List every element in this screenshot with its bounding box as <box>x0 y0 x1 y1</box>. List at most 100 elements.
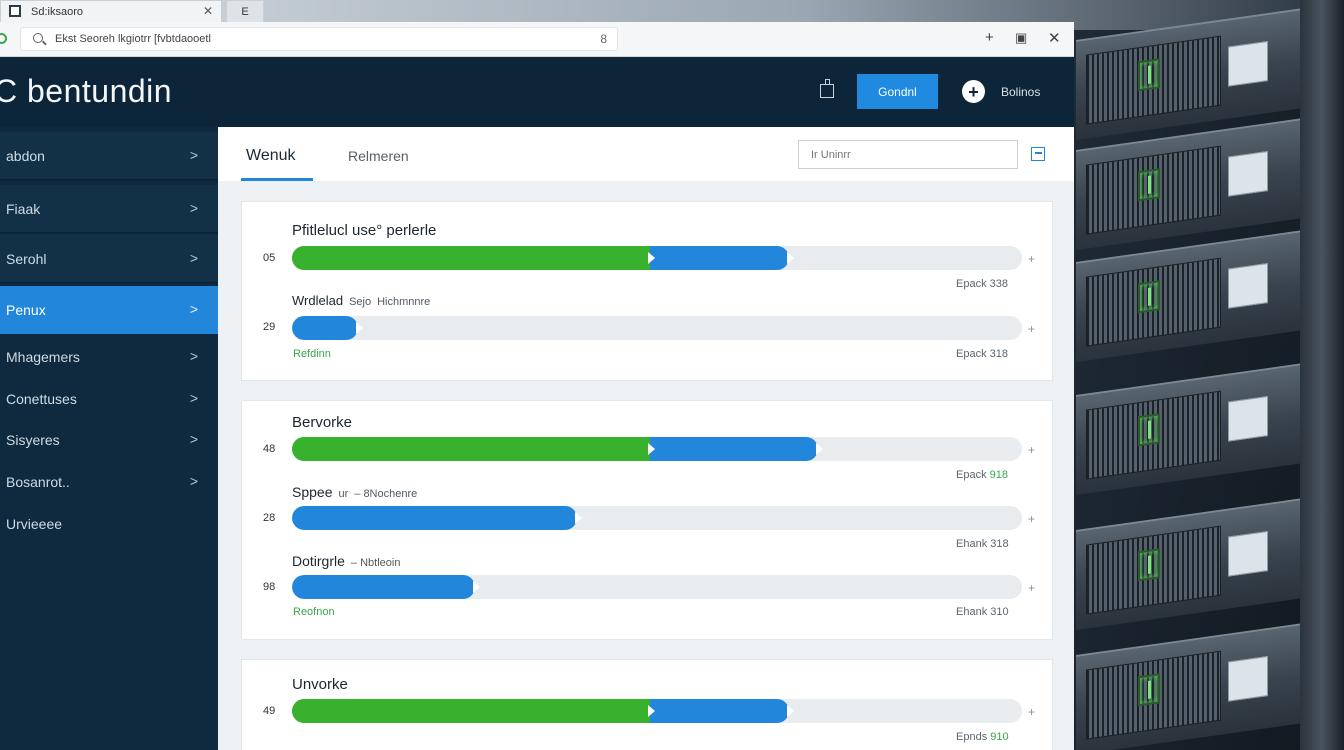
tab-wenuk[interactable]: Wenuk <box>246 147 296 164</box>
row-meta: Epnds 910 <box>956 731 1009 743</box>
browser-tab-title: Sd:iksaoro <box>31 5 83 18</box>
progress-segment-blue <box>650 699 789 723</box>
row-add-icon[interactable]: + <box>1028 512 1036 526</box>
row-number: 05 <box>263 252 276 264</box>
tabs-bar: Wenuk Relmeren <box>218 127 1074 181</box>
browser-tab-2[interactable]: E <box>226 0 264 22</box>
row-number: 48 <box>263 443 276 455</box>
row-add-icon[interactable]: + <box>1028 581 1036 595</box>
browser-tabstrip: Sd:iksaoro ✕ E <box>0 0 1074 22</box>
sidebar-item[interactable]: Bosanrot.. > <box>0 458 218 506</box>
row-subtitle: ur <box>338 488 349 500</box>
row-add-icon[interactable]: + <box>1028 705 1036 719</box>
row-meta-value: 918 <box>989 469 1008 481</box>
restore-window-button[interactable]: ▣ <box>1015 30 1028 45</box>
row-add-icon[interactable]: + <box>1028 443 1036 457</box>
row-number: 28 <box>263 512 276 524</box>
progress-segment-green <box>292 246 650 270</box>
bookmark-icon[interactable]: 8 <box>600 32 607 46</box>
briefcase-icon[interactable] <box>820 79 834 98</box>
sidebar-item[interactable]: abdon > <box>0 132 218 180</box>
row-number: 98 <box>263 581 276 593</box>
sidebar-item-label: Sisyeres <box>6 432 60 448</box>
chevron-right-icon: > <box>189 301 198 317</box>
sidebar-item[interactable]: Fiaak > <box>0 185 218 233</box>
row-meta-value: 318 <box>989 348 1008 360</box>
segment-end-marker <box>575 512 582 524</box>
close-window-button[interactable]: ✕ <box>1048 30 1061 47</box>
segment-divider <box>648 252 655 264</box>
progress-bar: ▾ <box>292 316 1022 340</box>
sidebar-item[interactable]: Conettuses > <box>0 375 218 423</box>
rack-post <box>1300 0 1344 750</box>
reload-icon[interactable] <box>0 33 7 44</box>
row-meta: Epack 918 <box>956 469 1008 481</box>
row-title: Pfitlelucl use° perlerle <box>292 222 437 239</box>
row-subtitle: Hichmnnre <box>377 296 431 308</box>
row-title: Sppee ur – 8Nochenre <box>292 484 418 500</box>
browser-tab[interactable]: Sd:iksaoro ✕ <box>0 0 222 22</box>
sidebar-item[interactable]: Sisyeres > <box>0 416 218 464</box>
chevron-right-icon: > <box>189 348 198 364</box>
primary-button[interactable]: Gondnl <box>857 74 938 109</box>
progress-bar: ▾ <box>292 506 1022 530</box>
row-meta-value: 318 <box>990 538 1009 550</box>
segment-end-marker <box>787 252 794 264</box>
row-meta-value: 310 <box>990 606 1009 618</box>
sidebar-item-label: Penux <box>6 302 46 318</box>
app-brand[interactable]: C bentundin <box>0 73 173 109</box>
chevron-right-icon: > <box>189 473 198 489</box>
row-subtitle: – 8Nochenre <box>354 488 418 500</box>
row-status: Reofnon <box>293 606 335 618</box>
row-title: Wrdlelad Sejo Hichmnnre <box>292 293 431 308</box>
sidebar-item-label: Fiaak <box>6 200 41 217</box>
user-name[interactable]: Bolinos <box>1001 85 1041 99</box>
row-meta-value: 338 <box>989 278 1008 290</box>
chevron-right-icon: > <box>189 250 198 266</box>
row-meta: Ehank 318 <box>956 538 1009 550</box>
search-input[interactable] <box>798 140 1018 169</box>
address-bar: Ekst Seoreh lkgiotrr [fvbtdaooetl 8 + ▣ … <box>0 22 1074 57</box>
row-title: Bervorke <box>292 414 353 431</box>
progress-segment-blue <box>292 506 577 530</box>
sidebar-item[interactable]: Urvieeee <box>0 500 218 548</box>
new-tab-button[interactable]: + <box>985 29 994 46</box>
progress-segment-blue <box>292 575 475 599</box>
segment-divider <box>648 443 655 455</box>
chevron-right-icon: > <box>189 390 198 406</box>
sidebar-item-label: Mhagemers <box>6 349 80 365</box>
sidebar-item-active[interactable]: Penux > <box>0 286 218 334</box>
metrics-card: Unvorke 49 ▾ + Epnds 910 <box>241 659 1053 750</box>
row-add-icon[interactable]: + <box>1028 252 1036 266</box>
url-text: Ekst Seoreh lkgiotrr [fvbtdaooetl <box>55 33 211 45</box>
chevron-right-icon: > <box>189 200 198 216</box>
metrics-card: Pfitlelucl use° perlerle 05 ▾ + Epack 33… <box>241 201 1053 381</box>
sidebar-item[interactable]: Mhagemers > <box>0 333 218 381</box>
row-meta-value: 910 <box>990 731 1009 743</box>
url-input[interactable]: Ekst Seoreh lkgiotrr [fvbtdaooetl 8 <box>20 27 618 51</box>
segment-end-marker <box>787 705 794 717</box>
segment-end-marker <box>473 581 480 593</box>
tab-relmeren[interactable]: Relmeren <box>348 148 409 164</box>
sidebar-item-label: Conettuses <box>6 391 77 407</box>
export-icon[interactable] <box>1031 147 1045 161</box>
close-tab-icon[interactable]: ✕ <box>202 4 213 18</box>
segment-end-marker <box>816 443 823 455</box>
progress-bar: ▾ <box>292 437 1022 461</box>
chevron-right-icon: > <box>189 147 198 163</box>
row-subtitle: Sejo <box>349 296 372 308</box>
row-meta: Ehank 310 <box>956 606 1009 618</box>
sidebar: abdon > Fiaak > Serohl > Penux > Mhageme… <box>0 127 218 750</box>
sidebar-item[interactable]: Serohl > <box>0 235 218 283</box>
sidebar-item-label: abdon <box>6 147 45 164</box>
sidebar-item-label: Urvieeee <box>6 516 63 532</box>
row-add-icon[interactable]: + <box>1028 322 1036 336</box>
avatar-icon[interactable]: + <box>962 80 985 103</box>
row-meta: Epack 318 <box>956 348 1008 360</box>
favicon-icon <box>9 5 21 17</box>
segment-end-marker <box>356 322 363 334</box>
row-title: Dotirgrle – Nbtleoin <box>292 553 401 569</box>
sidebar-item-label: Bosanrot.. <box>6 474 70 490</box>
progress-segment-green <box>292 437 650 461</box>
